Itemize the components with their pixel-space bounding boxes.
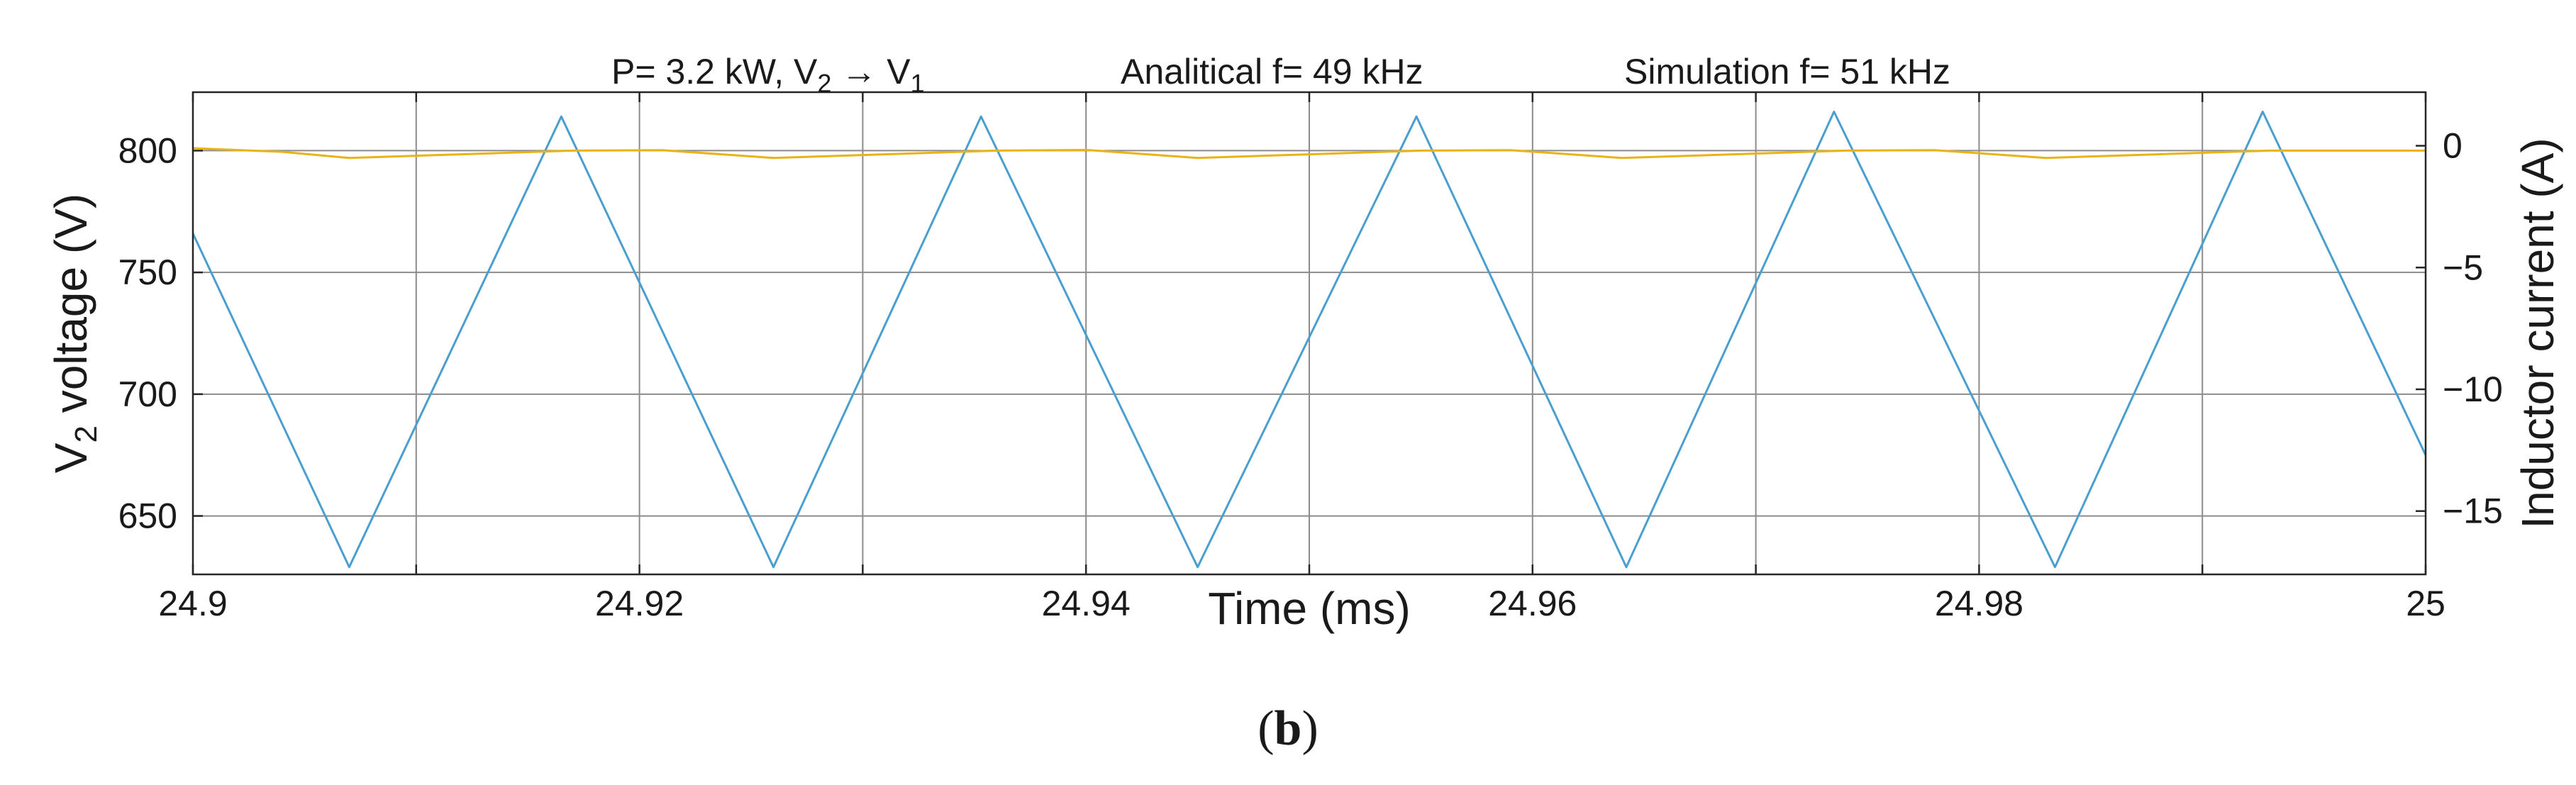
y-left-tick-label: 800: [118, 130, 177, 170]
power-annotation: P= 3.2 kW, V2 → V1: [611, 52, 925, 98]
x-tick-label: 25: [2406, 584, 2445, 623]
y-right-tick-label: 0: [2443, 126, 2463, 166]
simulation-frequency-annotation: Simulation f= 51 kHz: [1624, 52, 1950, 91]
series-layer: [193, 111, 2426, 569]
y-right-tick-label: −10: [2443, 369, 2503, 409]
y-axis-left-title: V2 voltage (V): [45, 194, 104, 473]
analytical-frequency-annotation: Analitical f= 49 kHz: [1121, 52, 1423, 91]
figure-caption: (b): [1258, 701, 1318, 756]
x-tick-label: 24.94: [1042, 584, 1131, 623]
current-series-line: [193, 111, 2426, 569]
y-axis-right-title: Inductor current (A): [2512, 138, 2563, 528]
grid: [193, 92, 2426, 574]
y-left-tick-label: 750: [118, 252, 177, 292]
y-left-tick-label: 700: [118, 374, 177, 414]
x-tick-label: 24.96: [1488, 584, 1577, 623]
x-tick-label: 24.98: [1935, 584, 2023, 623]
y-right-tick-label: −5: [2443, 247, 2483, 287]
voltage-series-line: [193, 147, 2426, 160]
y-left-tick-label: 650: [118, 496, 177, 536]
ticks: [191, 92, 2427, 574]
tick-labels: 24.9 24.92 24.94 24.96 24.98 25 650 700 750 800 −1…: [118, 126, 2503, 623]
x-tick-label: 24.9: [158, 584, 227, 623]
x-axis-title: Time (ms): [1208, 583, 1411, 634]
x-tick-label: 24.92: [595, 584, 684, 623]
y-right-tick-label: −15: [2443, 491, 2503, 531]
